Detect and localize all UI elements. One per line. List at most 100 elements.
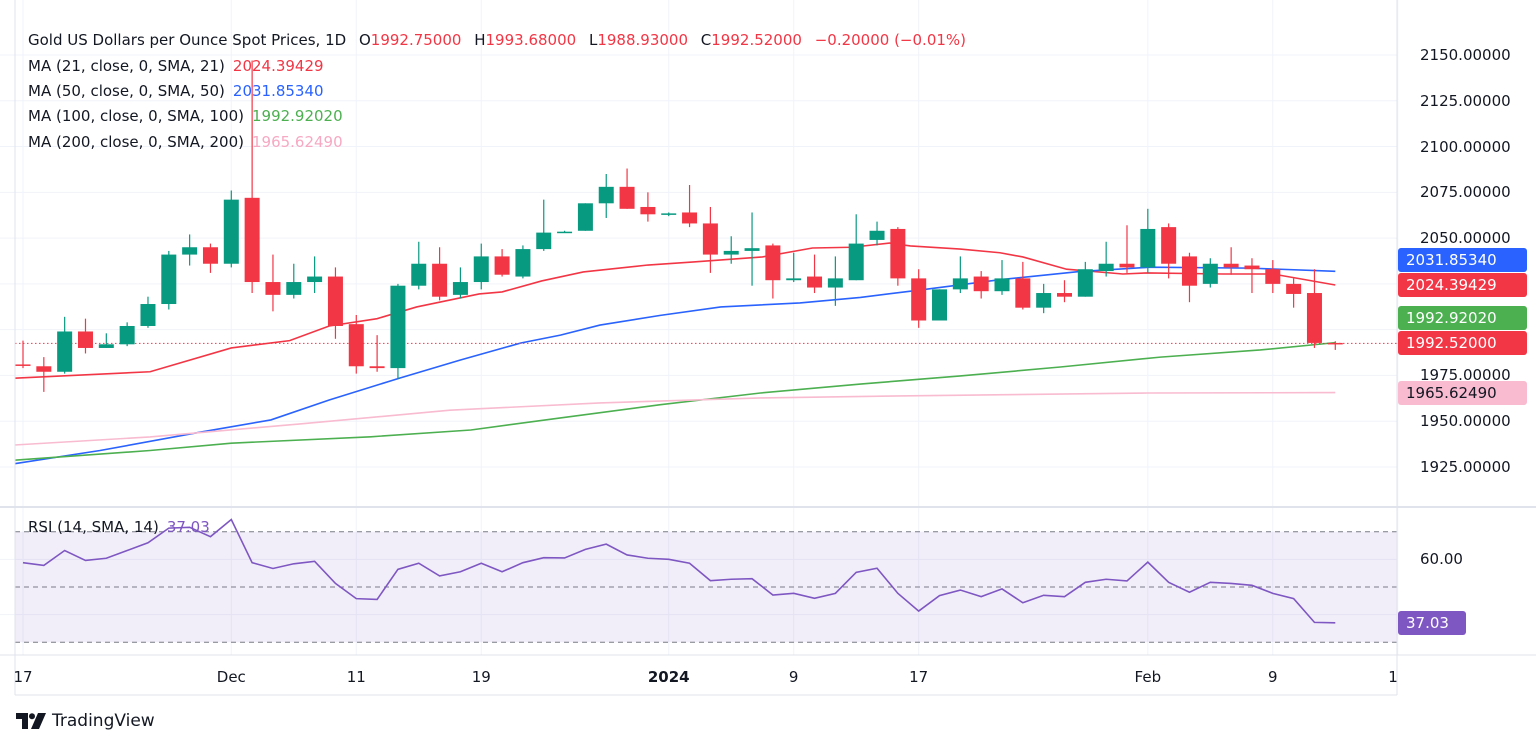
time-axis-label: Dec [216,668,246,686]
candle [307,256,323,294]
candle-body [994,278,1010,292]
candle-body [348,324,364,367]
ma50-value: 2031.85340 [232,82,324,100]
candle-body [1306,293,1322,343]
candle [557,230,573,234]
time-axis[interactable]: 17 Dec 11 19 2024 9 17 Feb 9 19 [0,655,1397,695]
ma100-legend[interactable]: MA (100, close, 0, SMA, 100) 1992.92020 [28,107,343,125]
candle-body [682,212,698,224]
candle [1181,252,1197,303]
candle-body [911,278,927,321]
tradingview-logo[interactable]: TradingView [16,711,155,731]
candle-body [1057,293,1072,297]
ma21-legend[interactable]: MA (21, close, 0, SMA, 21) 2024.39429 [28,57,324,75]
candle-body [1327,342,1343,345]
candle [1286,278,1302,308]
candle [369,335,385,372]
candle [848,214,864,281]
candle [286,263,302,299]
candle-body [827,278,843,288]
candle [1015,261,1031,310]
candle [473,243,489,290]
rsi-legend[interactable]: RSI (14, SMA, 14) 37.03 [28,518,210,536]
candle-body [1265,269,1281,284]
brand-name: TradingView [52,711,155,731]
candle-body [202,247,218,264]
candle [327,267,343,339]
candle-body [932,289,948,321]
candle [577,203,593,231]
candle [1265,260,1281,294]
candle-body [598,186,614,204]
candle [723,236,739,264]
main-legend: Gold US Dollars per Ounce Spot Prices, 1… [28,31,966,49]
candle [1306,269,1322,348]
candle-body [473,256,489,283]
candle [244,60,260,294]
candle [119,322,135,347]
candle [640,192,656,222]
tradingview-logo-icon [16,713,46,729]
ma21-label: MA (21, close, 0, SMA, 21) [28,57,225,75]
candle-body [1140,228,1156,268]
candle-body [494,256,510,275]
candle [515,245,531,279]
candle-body [1244,265,1260,270]
time-axis-label: Feb [1134,668,1162,686]
candle [202,243,218,273]
candle-body [1161,227,1177,264]
candle [432,247,448,301]
candle [952,256,968,294]
candle [744,212,760,286]
candle-body [140,304,156,326]
candle-body [432,263,448,297]
candle-body [77,331,93,348]
candle [98,333,114,348]
price-badge: 1965.62490 [1398,380,1527,405]
rsi-label: RSI (14, SMA, 14) [28,518,159,536]
candle [994,260,1010,295]
candle [765,243,781,299]
candle [1223,247,1239,275]
ma21-value: 2024.39429 [232,57,324,75]
candle [390,283,406,380]
time-axis-label: 17 [909,668,929,686]
candle-body [1202,263,1218,284]
candle [682,185,698,228]
moving-average-lines [14,242,1336,465]
ma200-legend[interactable]: MA (200, close, 0, SMA, 200) 1965.62490 [28,133,343,151]
candle [1077,261,1093,297]
candle [348,315,364,374]
ma50-legend[interactable]: MA (50, close, 0, SMA, 50) 2031.85340 [28,82,324,100]
candle [494,249,510,277]
candle-body [286,282,302,295]
price-badge: 2031.85340 [1398,247,1527,272]
price-badge: 1992.52000 [1398,331,1527,356]
symbol-title[interactable]: Gold US Dollars per Ounce Spot Prices, 1… [28,31,347,49]
candle-body [765,245,781,281]
candle [161,250,177,310]
ma100-value: 1992.92020 [251,107,343,125]
low-value: 1988.93000 [597,31,688,49]
candle [536,199,552,251]
candle [807,254,823,294]
price-axis-label: 2050.00000 [1420,229,1511,248]
time-axis-label: 17 [13,668,33,686]
candle [1036,283,1052,314]
ma50-label: MA (50, close, 0, SMA, 50) [28,82,225,100]
close-value: 1992.52000 [711,31,802,49]
ma-line-21 [14,242,1336,379]
candle [1140,208,1156,273]
candle [1244,258,1260,294]
candle [411,241,427,290]
candle-body [661,213,677,215]
high-value: 1993.68000 [485,31,577,49]
candle-body [1286,283,1302,294]
candle-body [452,282,468,295]
candle-body [57,331,73,372]
candle [1327,341,1343,350]
candle-body [1077,269,1093,297]
candlestick-series [15,60,1343,392]
candle-body [786,278,802,281]
